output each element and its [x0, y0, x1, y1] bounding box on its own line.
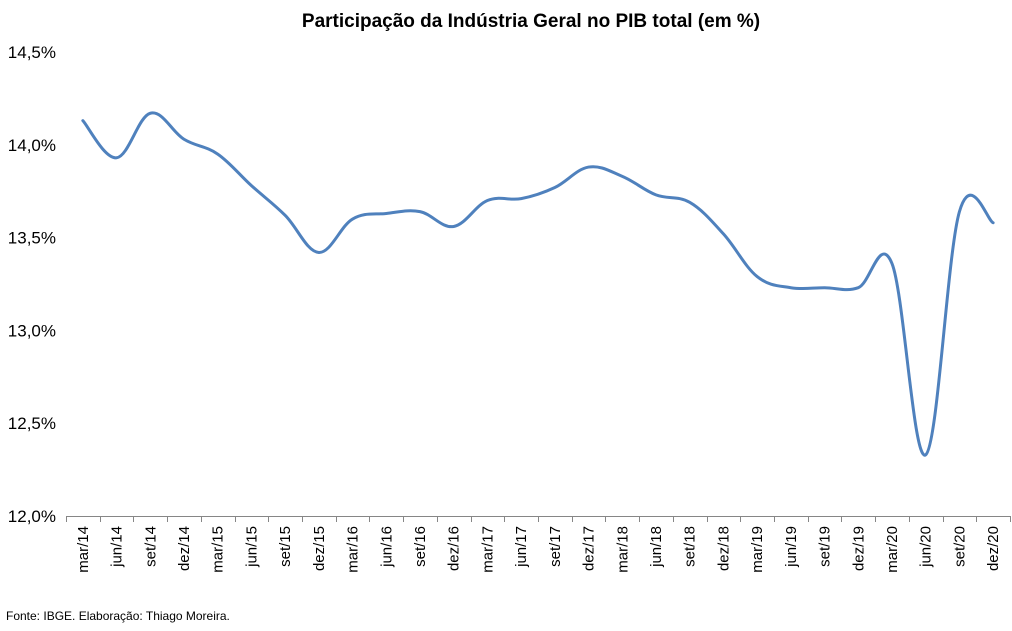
x-tick-label: jun/14	[109, 526, 126, 568]
x-tick-label: set/18	[682, 526, 699, 567]
x-tick-label: set/14	[142, 526, 159, 567]
x-tick-label: dez/18	[715, 526, 732, 571]
x-tick-label: mar/17	[479, 526, 496, 573]
x-tick-label: mar/18	[614, 526, 631, 573]
series-line	[81, 111, 995, 457]
x-axis-tick-labels: mar/14 jun/14 set/14 dez/14 mar/15 jun/15 set/…	[75, 526, 1002, 573]
y-tick-label: 13,5%	[8, 229, 56, 248]
x-tick-label: jun/16	[378, 526, 395, 568]
y-tick-label: 13,0%	[8, 321, 56, 340]
x-tick-label: dez/15	[311, 526, 328, 571]
source-note: Fonte: IBGE. Elaboração: Thiago Moreira.	[6, 609, 230, 623]
x-tick-label: mar/16	[345, 526, 362, 573]
y-tick-label: 12,5%	[8, 414, 56, 433]
y-axis-tick-labels: 12,0% 12,5% 13,0% 13,5% 14,0% 14,5%	[8, 43, 56, 526]
x-tick-label: jun/17	[513, 526, 530, 568]
x-tick-label: dez/16	[446, 526, 463, 571]
x-tick-label: set/17	[547, 526, 564, 567]
x-tick-label: mar/14	[75, 526, 92, 573]
x-tick-label: jun/19	[783, 526, 800, 568]
x-tick-label: mar/19	[749, 526, 766, 573]
y-tick-label: 14,0%	[8, 136, 56, 155]
x-tick-label: mar/20	[884, 526, 901, 573]
x-tick-label: set/20	[951, 526, 968, 567]
x-tick-label: jun/15	[243, 526, 260, 568]
x-tick-label: dez/17	[581, 526, 598, 571]
x-tick-label: set/16	[412, 526, 429, 567]
chart-title: Participação da Indústria Geral no PIB t…	[302, 11, 760, 32]
x-tick-label: jun/18	[648, 526, 665, 568]
series-group	[81, 111, 995, 457]
y-tick-label: 12,0%	[8, 507, 56, 526]
x-tick-label: dez/20	[985, 526, 1002, 571]
x-tick-label: mar/15	[210, 526, 227, 573]
x-tick-label: set/19	[817, 526, 834, 567]
x-tick-label: jun/20	[918, 526, 935, 568]
x-tick-label: dez/19	[850, 526, 867, 571]
x-tick-label: dez/14	[176, 526, 193, 571]
x-axis-tick-marks	[66, 516, 1011, 522]
y-tick-label: 14,5%	[8, 43, 56, 62]
x-tick-label: set/15	[277, 526, 294, 567]
